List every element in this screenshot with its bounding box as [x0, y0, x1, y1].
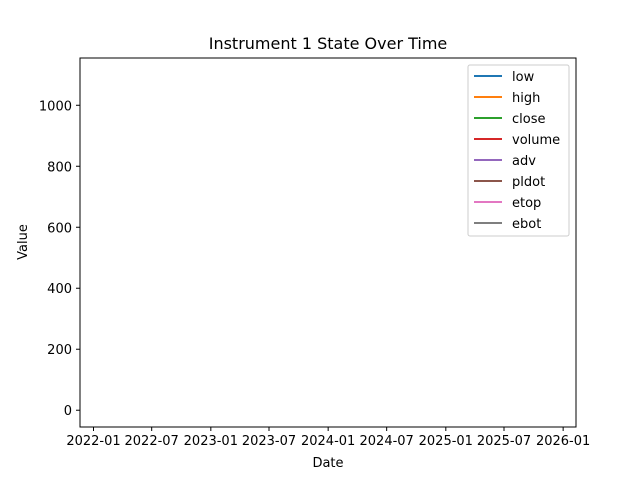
x-axis: 2022-01 2022-07 2023-01 2023-07 2024-01 2024-…	[66, 427, 590, 449]
legend-label-volume: volume	[512, 133, 560, 148]
legend-label-adv: adv	[512, 154, 536, 169]
legend-entries: low high close volume adv pldot etop ebot	[474, 70, 560, 232]
x-tick-label: 2024-01	[301, 434, 355, 449]
x-axis-label: Date	[312, 456, 343, 471]
y-axis-label: Value	[16, 224, 31, 260]
x-tick-label: 2025-01	[419, 434, 473, 449]
legend-label-close: close	[512, 112, 545, 127]
legend-label-ebot: ebot	[512, 217, 541, 232]
legend-label-pldot: pldot	[512, 175, 545, 190]
x-tick-label: 2026-01	[536, 434, 590, 449]
x-tick-label: 2025-07	[477, 434, 531, 449]
x-tick-label: 2023-01	[184, 434, 238, 449]
chart-title: Instrument 1 State Over Time	[209, 34, 448, 53]
y-tick-label: 0	[64, 404, 72, 419]
y-tick-label: 1000	[39, 99, 72, 114]
y-tick-label: 800	[47, 160, 72, 175]
legend-label-high: high	[512, 91, 540, 106]
legend: low high close volume adv pldot etop ebot	[467, 64, 570, 237]
x-tick-label: 2022-07	[125, 434, 179, 449]
x-tick-label: 2022-01	[66, 434, 120, 449]
y-tick-label: 400	[47, 282, 72, 297]
legend-box	[467, 64, 570, 237]
x-tick-label: 2024-07	[360, 434, 414, 449]
legend-label-etop: etop	[512, 196, 541, 211]
y-axis: 0 200 400 600 800 1000	[39, 99, 80, 419]
y-tick-label: 200	[47, 343, 72, 358]
legend-label-low: low	[512, 70, 535, 85]
x-tick-label: 2023-07	[242, 434, 296, 449]
y-tick-label: 600	[47, 221, 72, 236]
